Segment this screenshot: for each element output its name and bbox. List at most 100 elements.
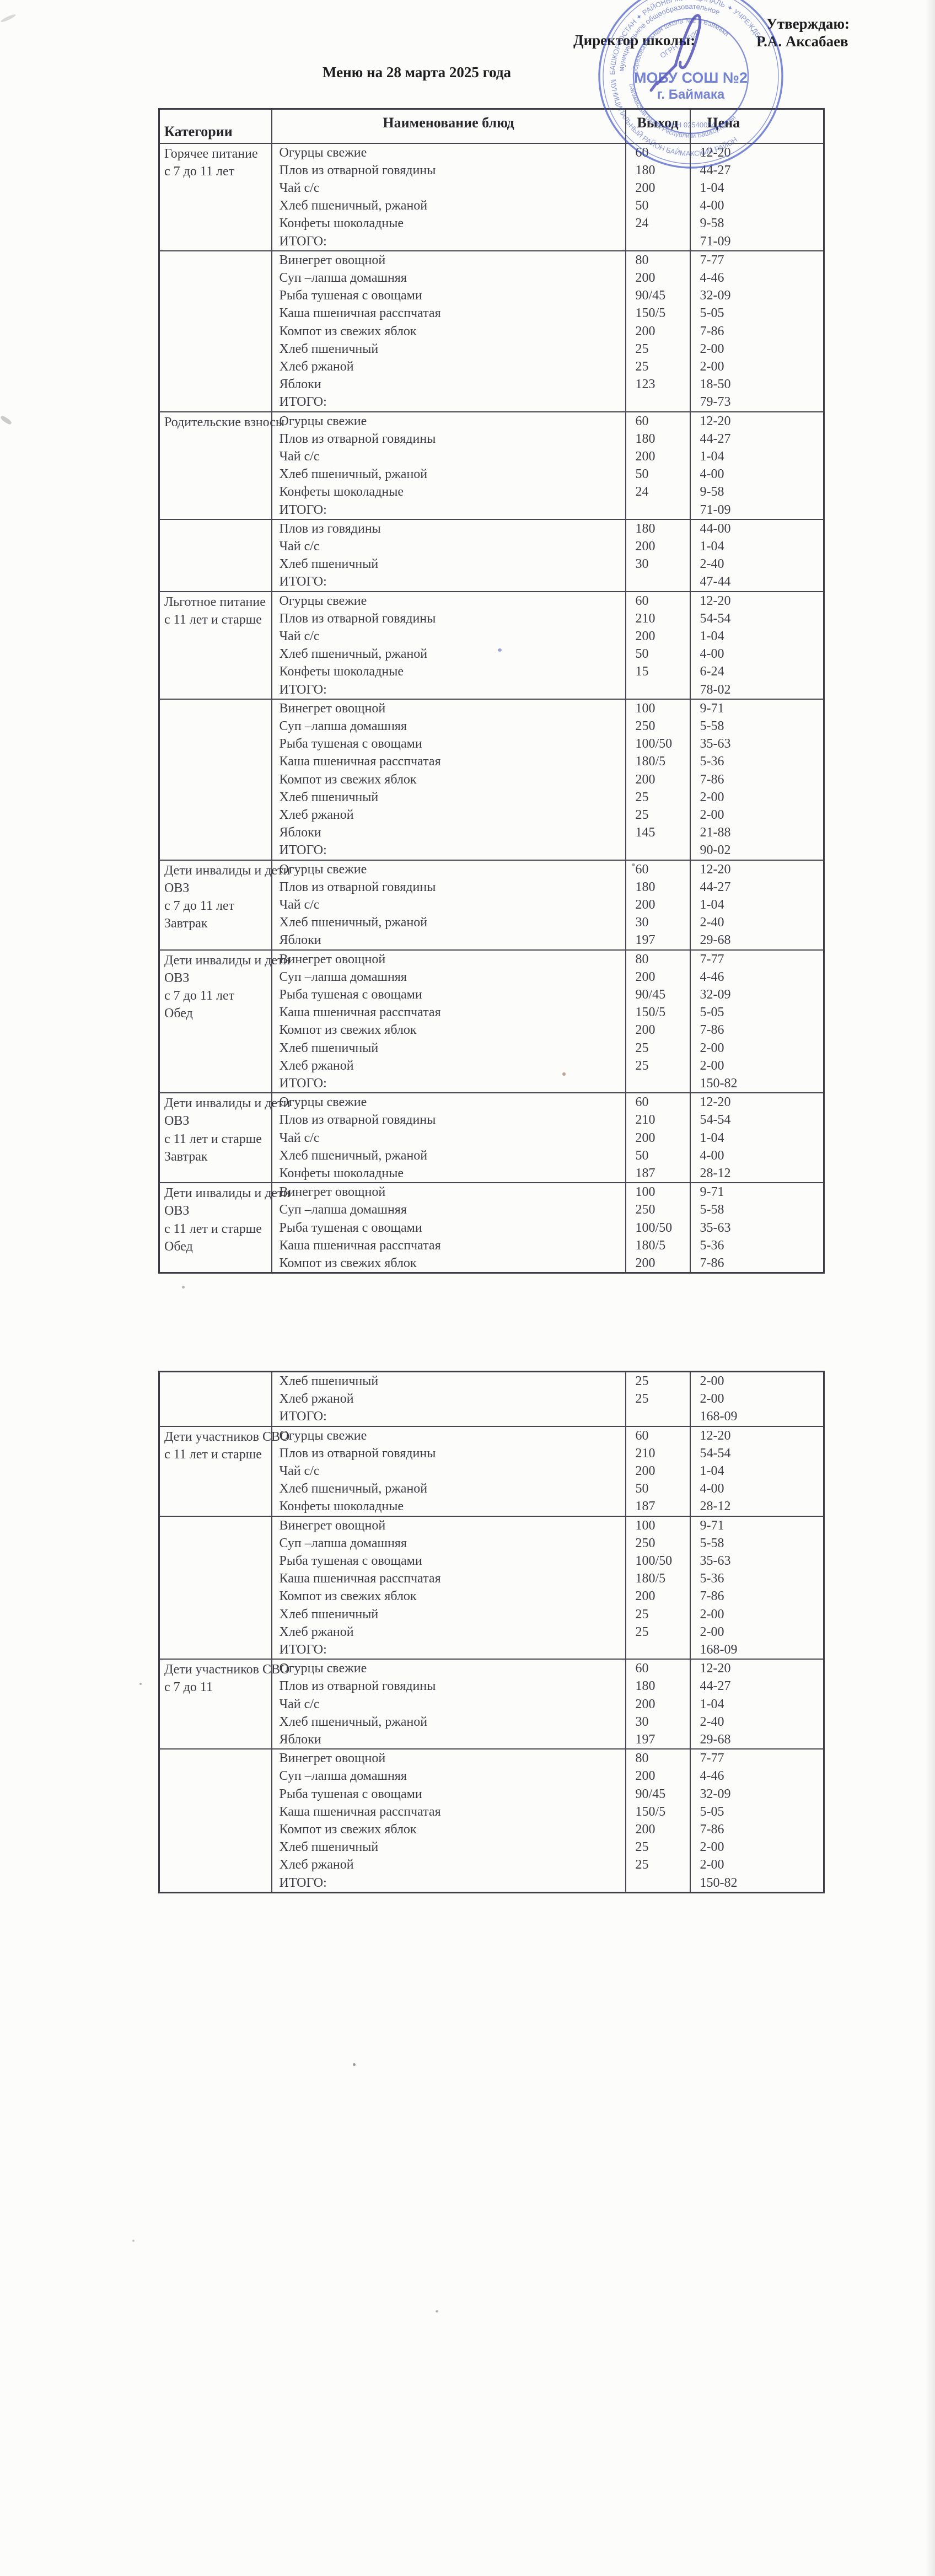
price-cell: 7-77 (689, 949, 824, 968)
price-cell: 12-20 (689, 1093, 824, 1112)
menu-title: Меню на 28 марта 2025 года (323, 64, 512, 80)
header-dish-name: Наименование блюд (271, 109, 626, 144)
portion-cell: 90/45 (625, 287, 690, 305)
category-cell (159, 1749, 272, 1892)
portion-cell: 200 (625, 1021, 690, 1039)
dish-cell: Каша пшеничная расспчатая (271, 1570, 626, 1588)
menu-row: ИТОГО: 71-09 (159, 501, 824, 519)
menu-row: Хлеб пшеничный 25 2-00 (159, 340, 824, 358)
menu-row: Рыба тушеная с овощами 90/45 32-09 (159, 287, 824, 305)
category-cell: Дети участников СВО с 11 лет и старше (159, 1426, 289, 1516)
price-cell: 7-77 (689, 250, 824, 269)
menu-section: Дети инвалиды и дети ОВЗ с 7 до 11 лет Обед… (159, 949, 824, 1093)
menu-row: Суп –лапша домашняя 200 4-46 (159, 968, 824, 986)
price-cell: 4-46 (689, 968, 824, 986)
portion-cell: 150/5 (625, 1003, 690, 1022)
dish-cell: Плов из отварной говядины (271, 609, 626, 627)
dish-cell: Суп –лапша домашняя (271, 968, 626, 986)
portion-cell: 50 (625, 1480, 690, 1498)
portion-cell: 50 (625, 197, 690, 215)
dish-cell: Плов из отварной говядины (271, 1444, 626, 1463)
menu-table-page2: Хлеб пшеничный 25 2-00 Хлеб ржаной 25 2-00 ИТО… (158, 1371, 825, 1893)
menu-row: Горячее питание с 7 до 11 лет Огурцы свежи… (159, 143, 824, 179)
dish-cell: Хлеб пшеничный (271, 1371, 626, 1391)
menu-section: Дети инвалиды и дети ОВЗ с 11 лет и старше… (159, 1183, 824, 1273)
dish-cell: Яблоки (271, 1731, 626, 1749)
dish-cell: Чай с/с (271, 537, 626, 556)
dish-cell: Суп –лапша домашняя (271, 1201, 626, 1219)
menu-section: Родительские взносы Огурцы свежие 60 12-20 П… (159, 411, 824, 519)
stamp-org-city: г. Баймака (657, 87, 725, 102)
portion-cell (625, 501, 690, 519)
dish-cell: ИТОГО: (271, 680, 626, 699)
menu-row: Хлеб пшеничный 30 2-40 (159, 555, 824, 573)
dish-cell: Винегрет овощной (271, 699, 626, 717)
price-cell: 32-09 (689, 1785, 824, 1803)
menu-row: Чай с/с 200 1-04 (159, 537, 824, 556)
menu-row: Компот из свежих яблок 200 7-86 (159, 770, 824, 788)
menu-row: Чай с/с 200 1-04 (159, 1129, 824, 1147)
portion-cell: 90/45 (625, 986, 690, 1004)
menu-row: Родительские взносы Огурцы свежие 60 12-20 (159, 411, 824, 430)
dish-cell: Огурцы свежие (271, 143, 626, 162)
portion-cell: 200 (625, 1821, 690, 1839)
menu-row: ИТОГО: 150-82 (159, 1075, 824, 1093)
category-cell (159, 519, 272, 592)
dish-cell: Хлеб пшеничный (271, 555, 626, 573)
menu-row: Плов из отварной говядины 180 44-27 (159, 430, 824, 448)
menu-row: Рыба тушеная с овощами 100/50 35-63 (159, 1219, 824, 1237)
price-cell: 18-50 (689, 375, 824, 394)
menu-row: Хлеб пшеничный 25 2-00 (159, 1371, 824, 1391)
signature (649, 14, 702, 92)
dish-cell: Хлеб пшеничный (271, 1838, 626, 1856)
menu-section: Плов из говядины 180 44-00 Чай с/с 200 1-04 Хл… (159, 519, 824, 592)
category-line: с 7 до 11 лет (164, 989, 235, 1003)
menu-row: Хлеб пшеничный, ржаной 50 4-00 (159, 1480, 824, 1498)
portion-cell: 60 (625, 1659, 690, 1678)
price-cell: 71-09 (689, 501, 824, 519)
portion-cell (625, 1874, 690, 1893)
portion-cell: 25 (625, 1623, 690, 1641)
price-cell: 7-86 (689, 322, 824, 340)
portion-cell: 180/5 (625, 1570, 690, 1588)
dish-cell: Конфеты шоколадные (271, 1164, 626, 1183)
dish-cell: Яблоки (271, 824, 626, 842)
dish-cell: Хлеб ржаной (271, 1056, 626, 1075)
portion-cell: 200 (625, 1129, 690, 1147)
dish-cell: Рыба тушеная с овощами (271, 1785, 626, 1803)
portion-cell: 210 (625, 1111, 690, 1129)
dish-cell: Огурцы свежие (271, 411, 626, 430)
dish-cell: Конфеты шоколадные (271, 1498, 626, 1516)
approve-label: Утверждаю: (766, 15, 850, 32)
menu-row: Яблоки 197 29-68 (159, 1731, 824, 1749)
menu-row: Хлеб пшеничный 25 2-00 (159, 1838, 824, 1856)
portion-cell: 80 (625, 949, 690, 968)
price-cell: 35-63 (689, 735, 824, 753)
menu-section: Дети участников СВО с 7 до 11 Огурцы свежи… (159, 1659, 824, 1749)
dish-cell: Винегрет овощной (271, 250, 626, 269)
dish-cell: Рыба тушеная с овощами (271, 986, 626, 1004)
category-line: Завтрак (164, 916, 208, 931)
price-cell: 2-00 (689, 806, 824, 824)
price-cell: 5-05 (689, 304, 824, 323)
dish-cell: Огурцы свежие (271, 1426, 626, 1445)
category-line: Обед (164, 1239, 193, 1254)
price-cell: 7-86 (689, 1254, 824, 1273)
portion-cell: 24 (625, 214, 690, 233)
portion-cell (625, 232, 690, 251)
price-cell: 4-00 (689, 1146, 824, 1165)
menu-row: Хлеб пшеничный, ржаной 30 2-40 (159, 1713, 824, 1731)
menu-row: Каша пшеничная расспчатая 150/5 5-05 (159, 1003, 824, 1022)
price-cell: 35-63 (689, 1552, 824, 1570)
price-cell: 12-20 (689, 1426, 824, 1445)
dish-cell: Конфеты шоколадные (271, 214, 626, 233)
menu-section: Винегрет овощной 100 9-71 Суп –лапша домашн… (159, 699, 824, 860)
price-cell: 4-00 (689, 197, 824, 215)
price-cell: 2-00 (689, 1039, 824, 1057)
menu-row: Каша пшеничная расспчатая 180/5 5-36 (159, 753, 824, 771)
price-cell: 1-04 (689, 1129, 824, 1147)
menu-row: Винегрет овощной 80 7-77 (159, 1749, 824, 1768)
menu-row: Суп –лапша домашняя 200 4-46 (159, 1767, 824, 1785)
price-cell: 44-27 (689, 161, 824, 179)
dish-cell: Компот из свежих яблок (271, 1254, 626, 1273)
